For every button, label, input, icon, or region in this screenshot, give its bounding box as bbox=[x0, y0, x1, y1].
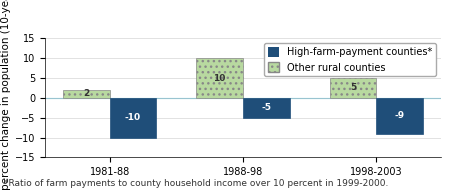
Bar bbox=[196, 58, 243, 98]
Text: -9: -9 bbox=[395, 111, 405, 120]
Bar bbox=[376, 98, 423, 134]
Y-axis label: Average percent change in population (10-year rate): Average percent change in population (10… bbox=[0, 0, 11, 192]
Bar bbox=[110, 98, 156, 138]
Text: *Ratio of farm payments to county household income over 10 percent in 1999-2000.: *Ratio of farm payments to county househ… bbox=[4, 179, 389, 188]
Bar bbox=[330, 78, 376, 98]
Text: 5: 5 bbox=[350, 84, 356, 93]
Text: 10: 10 bbox=[213, 74, 226, 83]
Legend: High-farm-payment counties*, Other rural counties: High-farm-payment counties*, Other rural… bbox=[264, 43, 436, 76]
Text: -10: -10 bbox=[125, 113, 141, 122]
Text: -5: -5 bbox=[261, 103, 271, 112]
Bar bbox=[243, 98, 290, 118]
Text: Gap in population change between high-farm-payment and other counties has persis: Gap in population change between high-fa… bbox=[5, 7, 447, 28]
Bar bbox=[63, 90, 110, 98]
Text: 2: 2 bbox=[83, 89, 90, 98]
